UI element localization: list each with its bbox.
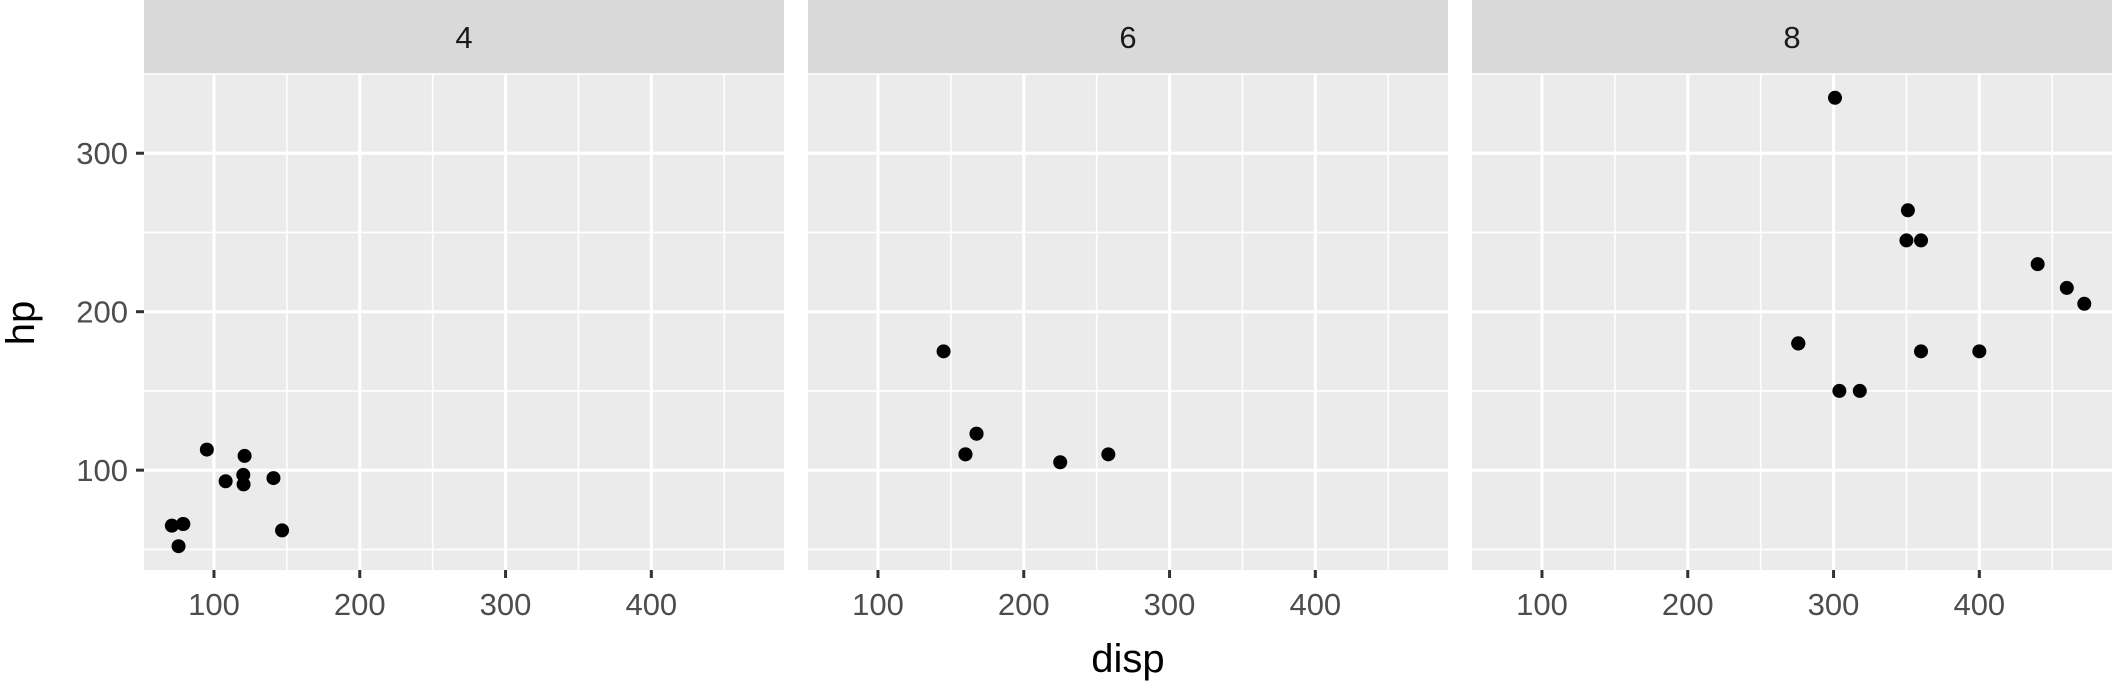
x-tick-label: 300 [480,587,532,622]
y-axis: 100 200 300 [76,136,144,488]
facet-panel-8: 8 100 200 300 400 [1472,0,2112,622]
data-point [936,344,951,359]
data-point [171,539,186,554]
x-tick-label: 100 [1516,587,1568,622]
panel-background [1472,74,2112,570]
facet-panel-6: 6 100 200 300 400 [808,0,1448,622]
data-point [237,448,252,463]
data-point [218,474,233,489]
facet-strip [808,0,1448,74]
x-tick-label: 300 [1144,587,1196,622]
data-point [2030,257,2045,272]
x-tick-label: 400 [1953,587,2005,622]
y-tick-label: 200 [76,295,128,330]
panel-background [808,74,1448,570]
x-axis-title: disp [1091,637,1164,681]
y-tick-label: 300 [76,136,128,171]
data-point [275,523,290,538]
x-tick-label: 400 [625,587,677,622]
x-tick-label: 100 [852,587,904,622]
data-point [1101,447,1116,462]
data-point [176,517,191,532]
data-point [1828,90,1843,105]
data-point [266,471,281,486]
facet-strip [144,0,784,74]
x-tick-label: 200 [334,587,386,622]
data-point [1832,383,1847,398]
y-axis-title: hp [0,301,43,346]
data-point [1899,233,1914,248]
panel-background [144,74,784,570]
data-point [236,477,251,492]
data-point [958,447,973,462]
x-tick-label: 100 [188,587,240,622]
facet-panels: 4 100 200 300 400 6 100 200 300 400 8 100 200 300 400 [144,0,2112,622]
data-point [164,518,179,533]
facet-panel-4: 4 100 200 300 400 [144,0,784,622]
data-point [969,426,984,441]
data-point [1972,344,1987,359]
data-point [1852,383,1867,398]
x-tick-label: 200 [998,587,1050,622]
x-tick-label: 300 [1808,587,1860,622]
facet-strip-label: 8 [1783,20,1800,55]
facet-strip [1472,0,2112,74]
x-tick-label: 200 [1662,587,1714,622]
data-point [1900,203,1915,218]
y-tick-label: 100 [76,453,128,488]
facet-strip-label: 4 [455,20,472,55]
data-point [1914,344,1929,359]
data-point [2059,280,2074,295]
x-tick-label: 400 [1289,587,1341,622]
facet-strip-label: 6 [1119,20,1136,55]
data-point [199,442,214,457]
data-point [1914,233,1929,248]
data-point [2077,296,2092,311]
data-point [1053,455,1068,470]
data-point [1791,336,1806,351]
